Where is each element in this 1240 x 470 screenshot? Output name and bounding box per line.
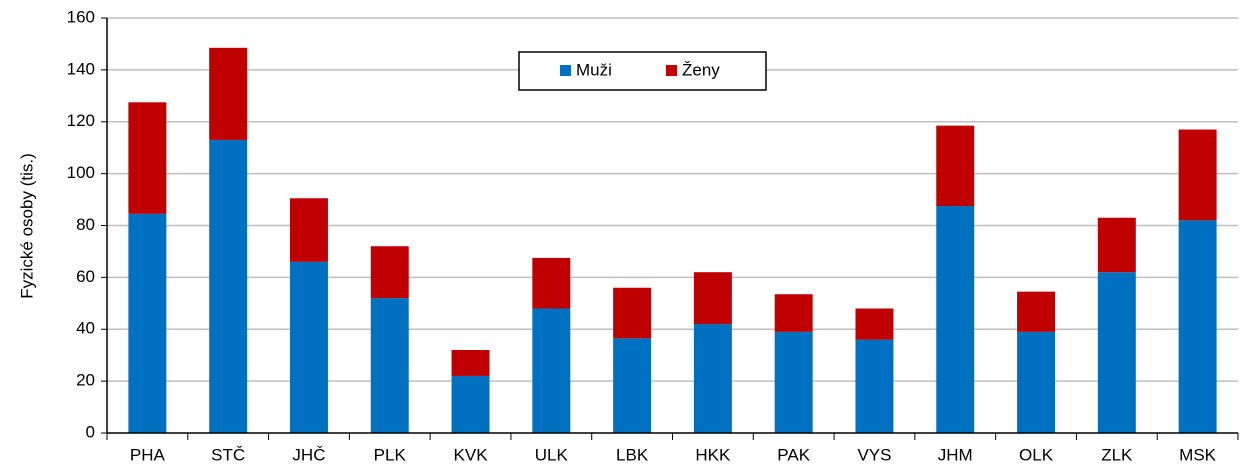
bar-segment <box>370 246 409 299</box>
y-tick-label: 140 <box>67 59 95 78</box>
y-tick-label: 60 <box>76 267 95 286</box>
bar-segment <box>774 294 813 332</box>
bar-segment <box>1178 129 1217 221</box>
x-tick-label: PLK <box>374 445 407 464</box>
bar-segment <box>209 47 248 140</box>
bar-segment <box>855 339 894 433</box>
bar-segment <box>936 206 975 433</box>
bar-segment <box>128 213 167 433</box>
bar-segment <box>128 102 167 214</box>
bar-segment <box>1097 272 1136 433</box>
bar-segment <box>451 375 490 433</box>
legend-box <box>518 51 767 91</box>
y-axis-label: Fyzické osoby (tis.) <box>17 153 36 298</box>
legend-label: Muži <box>576 60 612 79</box>
bar-segment <box>855 308 894 340</box>
bar-segment <box>209 139 248 433</box>
legend-swatch <box>666 65 677 76</box>
y-tick-label: 80 <box>76 215 95 234</box>
x-tick-label: PAK <box>777 445 810 464</box>
bar-segment <box>774 331 813 433</box>
bar-segment <box>370 298 409 433</box>
legend-swatch <box>560 65 571 76</box>
y-tick-label: 120 <box>67 111 95 130</box>
bar-segment <box>1017 331 1056 433</box>
bar-segment <box>613 287 652 339</box>
x-tick-label: ZLK <box>1101 445 1133 464</box>
bar-segment <box>1097 217 1136 273</box>
bar-segment <box>693 272 732 325</box>
bar-segment <box>936 125 975 207</box>
x-tick-label: VYS <box>857 445 891 464</box>
x-tick-label: HKK <box>695 445 731 464</box>
legend-label: Ženy <box>682 60 720 79</box>
x-tick-label: LBK <box>616 445 649 464</box>
bar-segment <box>532 257 571 309</box>
bar-segment <box>451 350 490 376</box>
bar-segment <box>289 261 328 433</box>
y-tick-label: 160 <box>67 7 95 26</box>
x-tick-label: KVK <box>454 445 489 464</box>
y-tick-label: 20 <box>76 371 95 390</box>
bar-segment <box>693 324 732 433</box>
bar-segment <box>613 338 652 433</box>
x-tick-label: PHA <box>130 445 166 464</box>
bar-segment <box>1178 220 1217 433</box>
x-tick-label: MSK <box>1179 445 1217 464</box>
y-tick-label: 0 <box>86 422 95 441</box>
x-tick-label: ULK <box>535 445 569 464</box>
y-tick-label: 100 <box>67 163 95 182</box>
bar-segment <box>1017 291 1056 332</box>
x-tick-label: JHM <box>938 445 973 464</box>
bar-segment <box>289 198 328 262</box>
x-tick-label: OLK <box>1019 445 1054 464</box>
x-tick-label: JHČ <box>292 445 325 464</box>
x-tick-label: STČ <box>211 445 245 464</box>
bar-segment <box>532 308 571 433</box>
y-tick-label: 40 <box>76 319 95 338</box>
